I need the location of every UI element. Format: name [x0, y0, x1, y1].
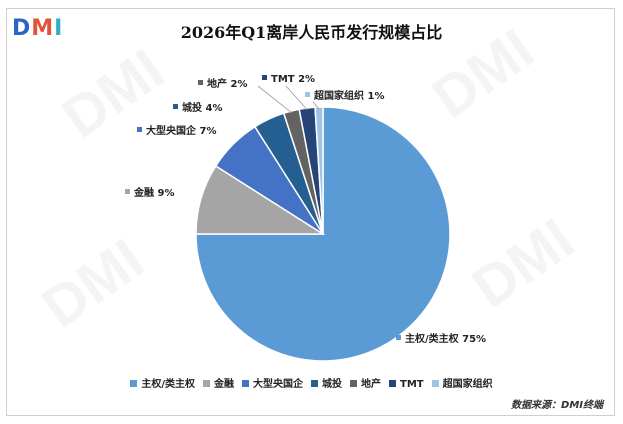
data-label-swatch	[396, 335, 401, 340]
data-label-swatch	[305, 92, 310, 97]
leader-line	[257, 85, 293, 114]
legend-swatch	[203, 380, 211, 387]
source-note: 数据来源：DMI终端	[511, 400, 603, 411]
data-label-swatch	[137, 127, 142, 132]
leader-line	[312, 101, 320, 110]
data-label: 金融 9%	[133, 186, 174, 199]
legend-swatch	[350, 380, 358, 387]
pie-slice	[314, 106, 324, 235]
data-label-swatch	[262, 75, 267, 80]
legend-item: 地产	[350, 375, 381, 390]
data-label: 地产 2%	[207, 77, 247, 90]
data-label-swatch	[173, 104, 178, 109]
legend-item: 超国家组织	[431, 375, 493, 390]
chart-title: 2026年Q1离岸人民币发行规模占比	[180, 23, 443, 42]
pie-slice	[195, 106, 451, 362]
legend-label: 金融	[214, 379, 235, 390]
legend-item: 金融	[203, 375, 234, 390]
data-label: 城投 4%	[182, 101, 222, 114]
legend-item: 城投	[311, 375, 342, 390]
legend-swatch	[431, 380, 439, 387]
legend-swatch	[311, 380, 319, 387]
legend-label: 城投	[322, 379, 343, 390]
legend-swatch	[130, 380, 138, 387]
legend-label: 大型央国企	[253, 379, 304, 390]
legend-label: 超国家组织	[442, 379, 493, 390]
legend-swatch	[242, 380, 250, 387]
data-label: TMT 2%	[271, 74, 315, 85]
leader-line	[285, 85, 308, 111]
legend-swatch	[389, 380, 397, 387]
data-label: 主权/类主权 75%	[405, 332, 486, 345]
data-label-swatch	[125, 189, 130, 194]
dmi-logo: DMI	[12, 16, 64, 41]
legend-label: TMT	[400, 379, 424, 390]
legend-label: 主权/类主权	[141, 379, 196, 390]
data-label-swatch	[198, 80, 203, 85]
legend-item: 大型央国企	[242, 375, 303, 390]
legend-item: TMT	[389, 379, 424, 390]
legend-label: 地产	[361, 379, 382, 390]
legend: 主权/类主权 金融 大型央国企 城投 地产 TMT 超国家组织	[0, 375, 623, 390]
data-label: 超国家组织 1%	[313, 89, 384, 102]
legend-item: 主权/类主权	[130, 375, 195, 390]
data-label: 大型央国企 7%	[146, 124, 216, 137]
